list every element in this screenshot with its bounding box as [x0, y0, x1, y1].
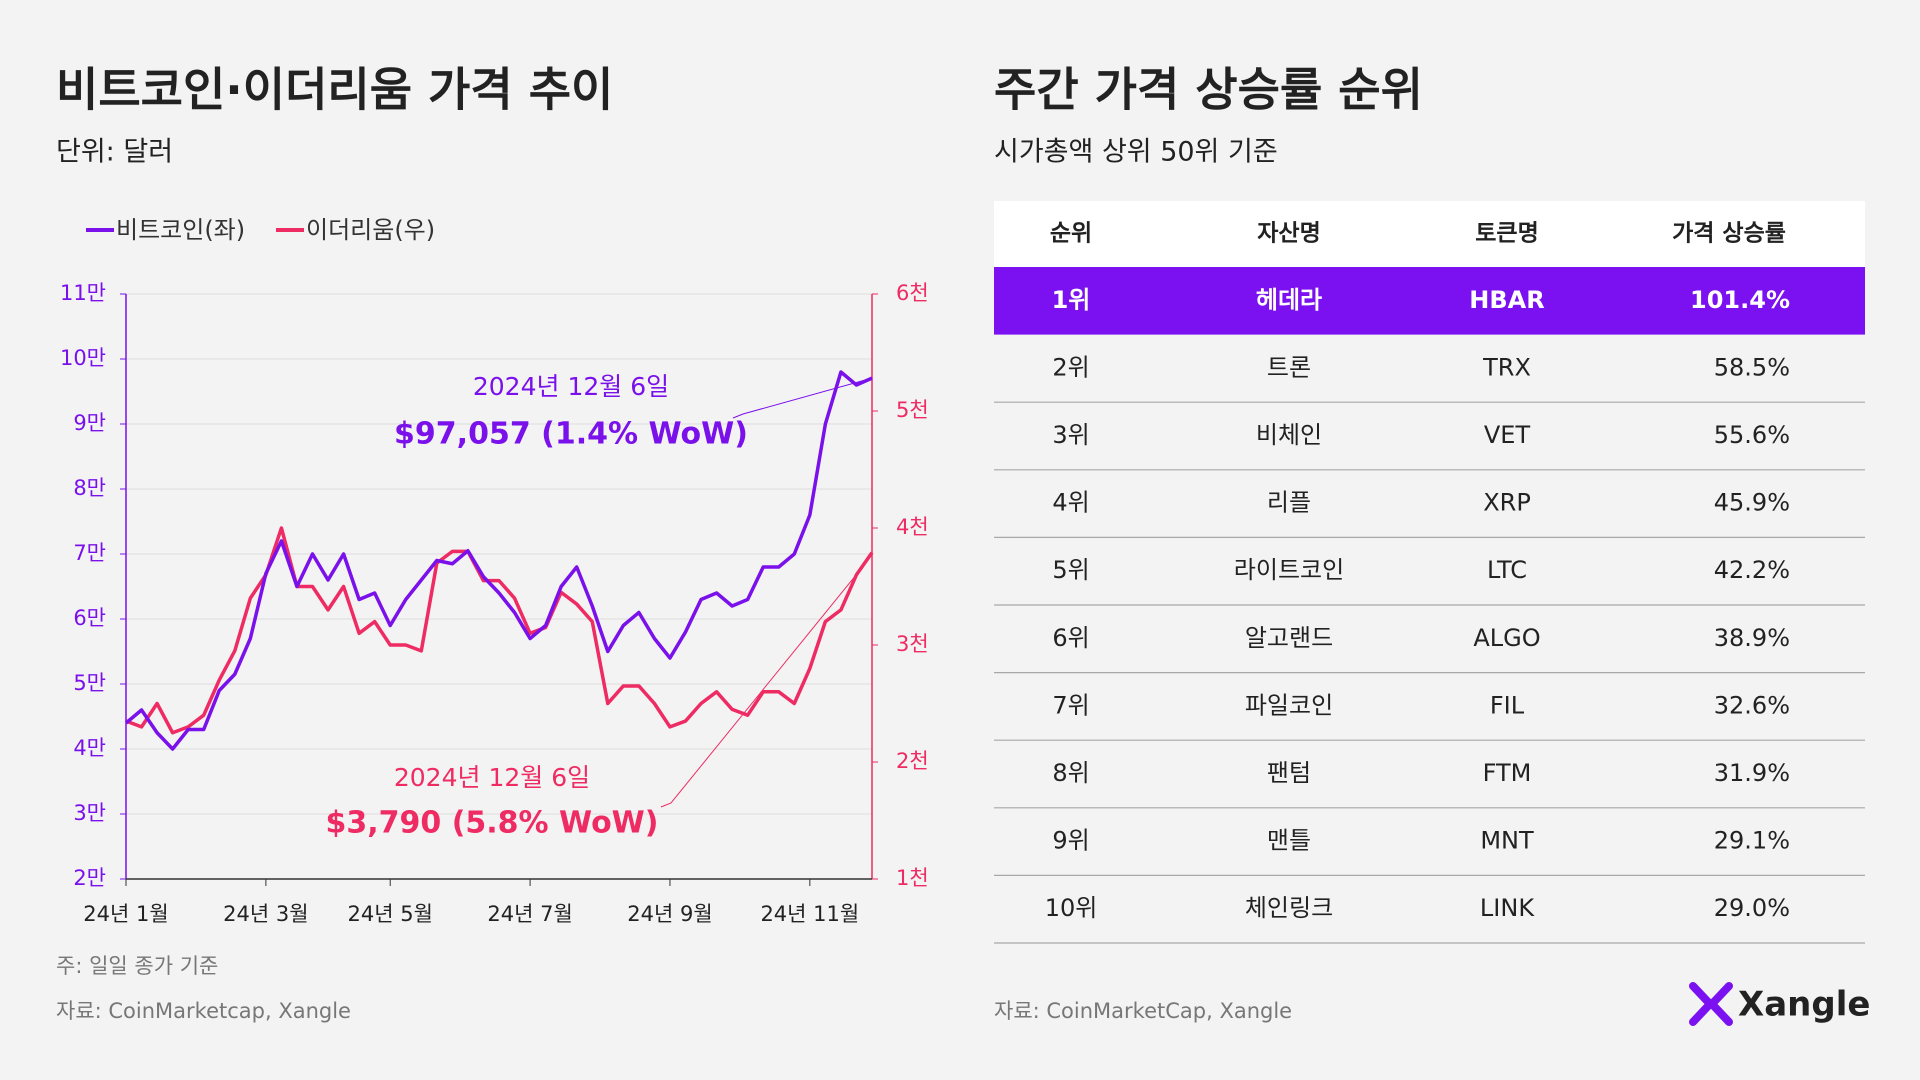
- table-cell: 트론: [1267, 353, 1311, 381]
- table-cell: LINK: [1480, 894, 1535, 922]
- y-tick-label: 10만: [60, 346, 106, 370]
- table-cell: 비체인: [1256, 421, 1322, 449]
- table-cell: 리플: [1267, 489, 1311, 517]
- table-header: 순위: [1050, 221, 1092, 247]
- table-cell: VET: [1484, 421, 1531, 449]
- series-line: [124, 370, 873, 751]
- annotation-value: $97,057 (1.4% WoW): [394, 417, 748, 452]
- table-header-bg: [994, 201, 1865, 267]
- chart-note: 주: 일일 종가 기준: [56, 954, 218, 978]
- y2-tick-label: 1천: [896, 866, 929, 890]
- y2-tick-label: 6천: [896, 281, 929, 305]
- x-tick-label: 24년 9월: [627, 902, 712, 926]
- table-cell: 8위: [1052, 759, 1089, 787]
- logo: Xangle: [1689, 982, 1870, 1026]
- y-tick-label: 4만: [73, 736, 106, 760]
- table-cell: 38.9%: [1714, 624, 1790, 652]
- table-cell: 3위: [1052, 421, 1089, 449]
- table-cell: LTC: [1487, 556, 1527, 584]
- x-tick-label: 24년 11월: [760, 902, 859, 926]
- y-tick-label: 11만: [60, 281, 106, 305]
- table-cell: MNT: [1480, 827, 1534, 855]
- table-cell: 7위: [1052, 691, 1089, 719]
- table-cell: 맨틀: [1267, 827, 1311, 855]
- table-cell: FIL: [1490, 691, 1525, 719]
- table-cell: 29.1%: [1714, 827, 1790, 855]
- y2-tick-label: 3천: [896, 632, 929, 656]
- table-cell: 팬텀: [1267, 759, 1311, 787]
- y-tick-label: 9만: [73, 411, 106, 435]
- table-cell: 파일코인: [1245, 691, 1333, 719]
- table-cell: 알고랜드: [1245, 624, 1333, 652]
- table-header: 자산명: [1257, 221, 1320, 247]
- table-header: 가격 상승률: [1672, 221, 1786, 247]
- table-cell: 55.6%: [1714, 421, 1790, 449]
- annotation-date: 2024년 12월 6일: [473, 372, 669, 401]
- y-tick-label: 5만: [73, 671, 106, 695]
- legend-label: 이더리움(우): [306, 216, 435, 244]
- table-cell: TRX: [1482, 353, 1531, 381]
- y-tick-label: 3만: [73, 801, 106, 825]
- x-tick-label: 24년 1월: [83, 902, 168, 926]
- x-tick-label: 24년 3월: [223, 902, 308, 926]
- table-cell: 32.6%: [1714, 691, 1790, 719]
- y2-tick-label: 2천: [896, 749, 929, 773]
- table-cell: 6위: [1052, 624, 1089, 652]
- x-tick-label: 24년 7월: [487, 902, 572, 926]
- logo-text: Xangle: [1738, 985, 1870, 1025]
- table-cell: HBAR: [1469, 286, 1544, 314]
- y-tick-label: 7만: [73, 541, 106, 565]
- table-source: 자료: CoinMarketCap, Xangle: [994, 999, 1292, 1023]
- chart-title: 비트코인·이더리움 가격 추이: [56, 63, 613, 117]
- table-cell: 29.0%: [1714, 894, 1790, 922]
- table-cell: XRP: [1483, 489, 1531, 517]
- table-cell: 10위: [1045, 894, 1098, 922]
- series-line: [125, 526, 874, 735]
- chart-source: 자료: CoinMarketcap, Xangle: [56, 999, 351, 1023]
- chart-subtitle: 단위: 달러: [56, 137, 173, 168]
- table-title: 주간 가격 상승률 순위: [994, 63, 1423, 117]
- legend-label: 비트코인(좌): [116, 216, 245, 244]
- table-cell: 1위: [1052, 286, 1091, 314]
- y-tick-label: 6만: [73, 606, 106, 630]
- table-cell: 9위: [1052, 827, 1089, 855]
- table-cell: 101.4%: [1690, 286, 1790, 314]
- table-cell: ALGO: [1473, 624, 1540, 652]
- table-cell: FTM: [1483, 759, 1532, 787]
- x-tick-label: 24년 5월: [348, 902, 433, 926]
- table-cell: 2위: [1052, 353, 1089, 381]
- table-subtitle: 시가총액 상위 50위 기준: [994, 137, 1278, 168]
- annotation-value: $3,790 (5.8% WoW): [325, 806, 658, 841]
- y2-tick-label: 4천: [896, 515, 929, 539]
- table-cell: 헤데라: [1256, 286, 1322, 314]
- table-row-highlight: [994, 267, 1865, 335]
- table-cell: 4위: [1052, 489, 1089, 517]
- table-cell: 42.2%: [1714, 556, 1790, 584]
- table-cell: 58.5%: [1714, 353, 1790, 381]
- table-cell: 5위: [1052, 556, 1089, 584]
- y-tick-label: 8만: [73, 476, 106, 500]
- y2-tick-label: 5천: [896, 398, 929, 422]
- table-cell: 31.9%: [1714, 759, 1790, 787]
- logo-icon: [1689, 982, 1733, 1026]
- y-tick-label: 2만: [73, 866, 106, 890]
- table-cell: 45.9%: [1714, 489, 1790, 517]
- annotation-date: 2024년 12월 6일: [394, 763, 590, 792]
- table-cell: 체인링크: [1245, 894, 1333, 922]
- table-cell: 라이트코인: [1234, 556, 1344, 584]
- annotation-leader: [732, 377, 873, 419]
- table-header: 토큰명: [1475, 221, 1538, 247]
- annotation-leader: [660, 572, 859, 808]
